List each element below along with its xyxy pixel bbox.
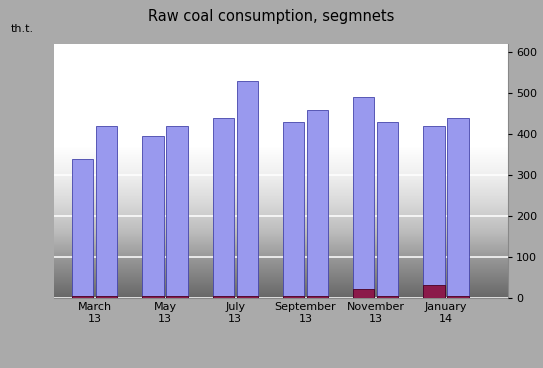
Bar xyxy=(353,98,374,298)
Bar xyxy=(377,296,399,298)
Bar xyxy=(166,296,188,298)
Bar xyxy=(283,122,304,298)
Bar xyxy=(142,136,163,298)
Bar xyxy=(307,296,328,298)
Bar xyxy=(353,289,374,298)
Text: Raw coal consumption, segmnets: Raw coal consumption, segmnets xyxy=(148,9,395,24)
Bar xyxy=(237,81,258,298)
Bar xyxy=(96,296,117,298)
Bar xyxy=(423,126,445,298)
Bar xyxy=(72,159,93,298)
Bar xyxy=(96,126,117,298)
Bar xyxy=(237,296,258,298)
Bar xyxy=(377,122,399,298)
Bar xyxy=(447,118,469,298)
Bar xyxy=(142,296,163,298)
Bar xyxy=(447,296,469,298)
Text: th.t.: th.t. xyxy=(11,24,34,34)
Bar xyxy=(72,296,93,298)
Bar xyxy=(212,296,234,298)
Bar xyxy=(166,126,188,298)
Bar xyxy=(423,285,445,298)
Bar xyxy=(212,118,234,298)
Bar xyxy=(307,110,328,298)
Bar xyxy=(283,296,304,298)
